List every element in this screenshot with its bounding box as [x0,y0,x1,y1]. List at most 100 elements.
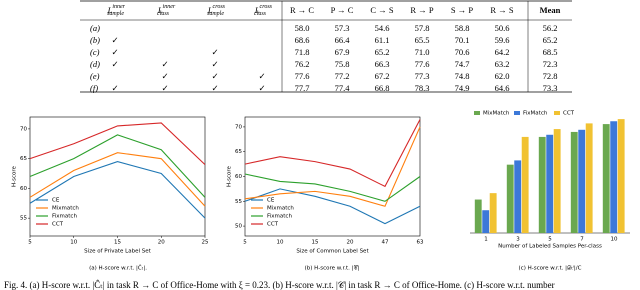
cell: 75.8 [335,59,350,69]
cell: 67.2 [375,71,390,81]
x-axis-label: Size of Private Label Set [84,249,151,255]
row-label: (e) [90,71,100,81]
cell: ✓ [211,59,218,69]
cell: 77.7 [295,83,310,93]
legend-label: CCT [52,222,64,228]
header-cell: R → S [490,5,513,15]
line [29,152,206,207]
cell: 59.6 [495,35,510,45]
cell: 58.8 [455,23,470,33]
legend-swatch [474,111,480,115]
y-tick-label: 70 [20,126,27,132]
x-tick-label: 5 [548,237,552,243]
cell: ✓ [111,35,118,45]
cell: 73.3 [543,83,558,93]
y-tick-label: 55 [20,216,27,222]
legend-swatch [514,111,520,115]
x-tick-label: 3 [516,237,520,243]
cell: 50.6 [495,23,510,33]
subscript: class [157,11,170,17]
bar [585,123,593,233]
y-tick-label: 55 [235,199,242,205]
symbol: L [254,5,260,15]
bar [506,164,514,233]
bar [546,134,554,233]
line [244,173,421,202]
cell: ✓ [258,71,265,81]
y-tick-label: 60 [20,186,27,192]
bar [602,124,610,233]
header-cell: Lcross sample [207,4,226,17]
superscript: inner [163,4,176,10]
bar [610,121,618,233]
cell: 77.6 [295,71,310,81]
line [29,161,206,219]
cell: 77.6 [415,59,430,69]
line [244,126,421,207]
superscript: cross [260,4,273,10]
y-tick-label: 70 [235,124,242,130]
bar [474,199,482,233]
x-tick-label: 1 [484,237,488,243]
superscript: cross [213,4,226,10]
row-label: (c) [90,47,100,57]
cell: 56.2 [543,23,558,33]
bar [538,136,546,233]
legend-label: Mixmatch [52,206,79,212]
x-tick-label: 7 [580,237,584,243]
cell: 66.8 [375,83,390,93]
cell: 64.2 [495,47,510,57]
x-axis-label: Size of Common Label Set [296,249,369,255]
legend-label: CCT [563,111,575,117]
header-cell: R → C [290,5,314,15]
header-cell: R → P [410,5,433,15]
line [244,188,421,225]
subscript: sample [107,11,124,17]
x-tick-label: 20 [158,240,165,246]
legend-label: MixMatch [483,111,510,117]
x-tick-label: 20 [347,240,354,246]
line [29,134,206,198]
symbol: L [107,5,113,15]
cell: 71.8 [295,47,310,57]
cell: 70.1 [455,35,470,45]
header-cell: Lcross class [254,4,273,17]
legend-label: CE [52,198,60,204]
cell: 64.6 [495,83,510,93]
cell: 61.1 [375,35,390,45]
cell: 66.4 [335,35,351,45]
caption: (a) H-score w.r.t. |Ĉₜ|. [89,265,147,272]
cell: ✓ [111,47,118,57]
cell: ✓ [111,83,118,93]
legend-label: Fixmatch [267,214,292,220]
cell: 67.9 [335,47,350,57]
cell: ✓ [161,59,168,69]
cell: 78.3 [415,83,430,93]
subscript: sample [207,11,224,17]
header-cell: S → P [451,5,473,15]
bar [578,129,586,233]
cell: 72.8 [543,71,558,81]
x-tick-label: 10 [277,240,284,246]
cell: ✓ [211,47,218,57]
cell: ✓ [161,71,168,81]
bar [553,129,561,233]
symbol: L [207,5,213,15]
header-cell: Linner class [157,4,176,17]
bar [521,136,529,233]
row-label: (f) [90,83,98,93]
x-tick-label: 5 [28,240,32,246]
cell: 68.6 [295,35,310,45]
y-tick-label: 65 [235,149,242,155]
bar [570,131,578,233]
cell: 74.9 [455,83,470,93]
x-tick-label: 10 [611,237,618,243]
cell: 71.0 [415,47,430,57]
subscript: class [254,11,267,17]
cell: ✓ [211,71,218,81]
cell: 77.3 [415,71,430,81]
cell: 77.4 [335,83,351,93]
cell: 57.3 [335,23,350,33]
